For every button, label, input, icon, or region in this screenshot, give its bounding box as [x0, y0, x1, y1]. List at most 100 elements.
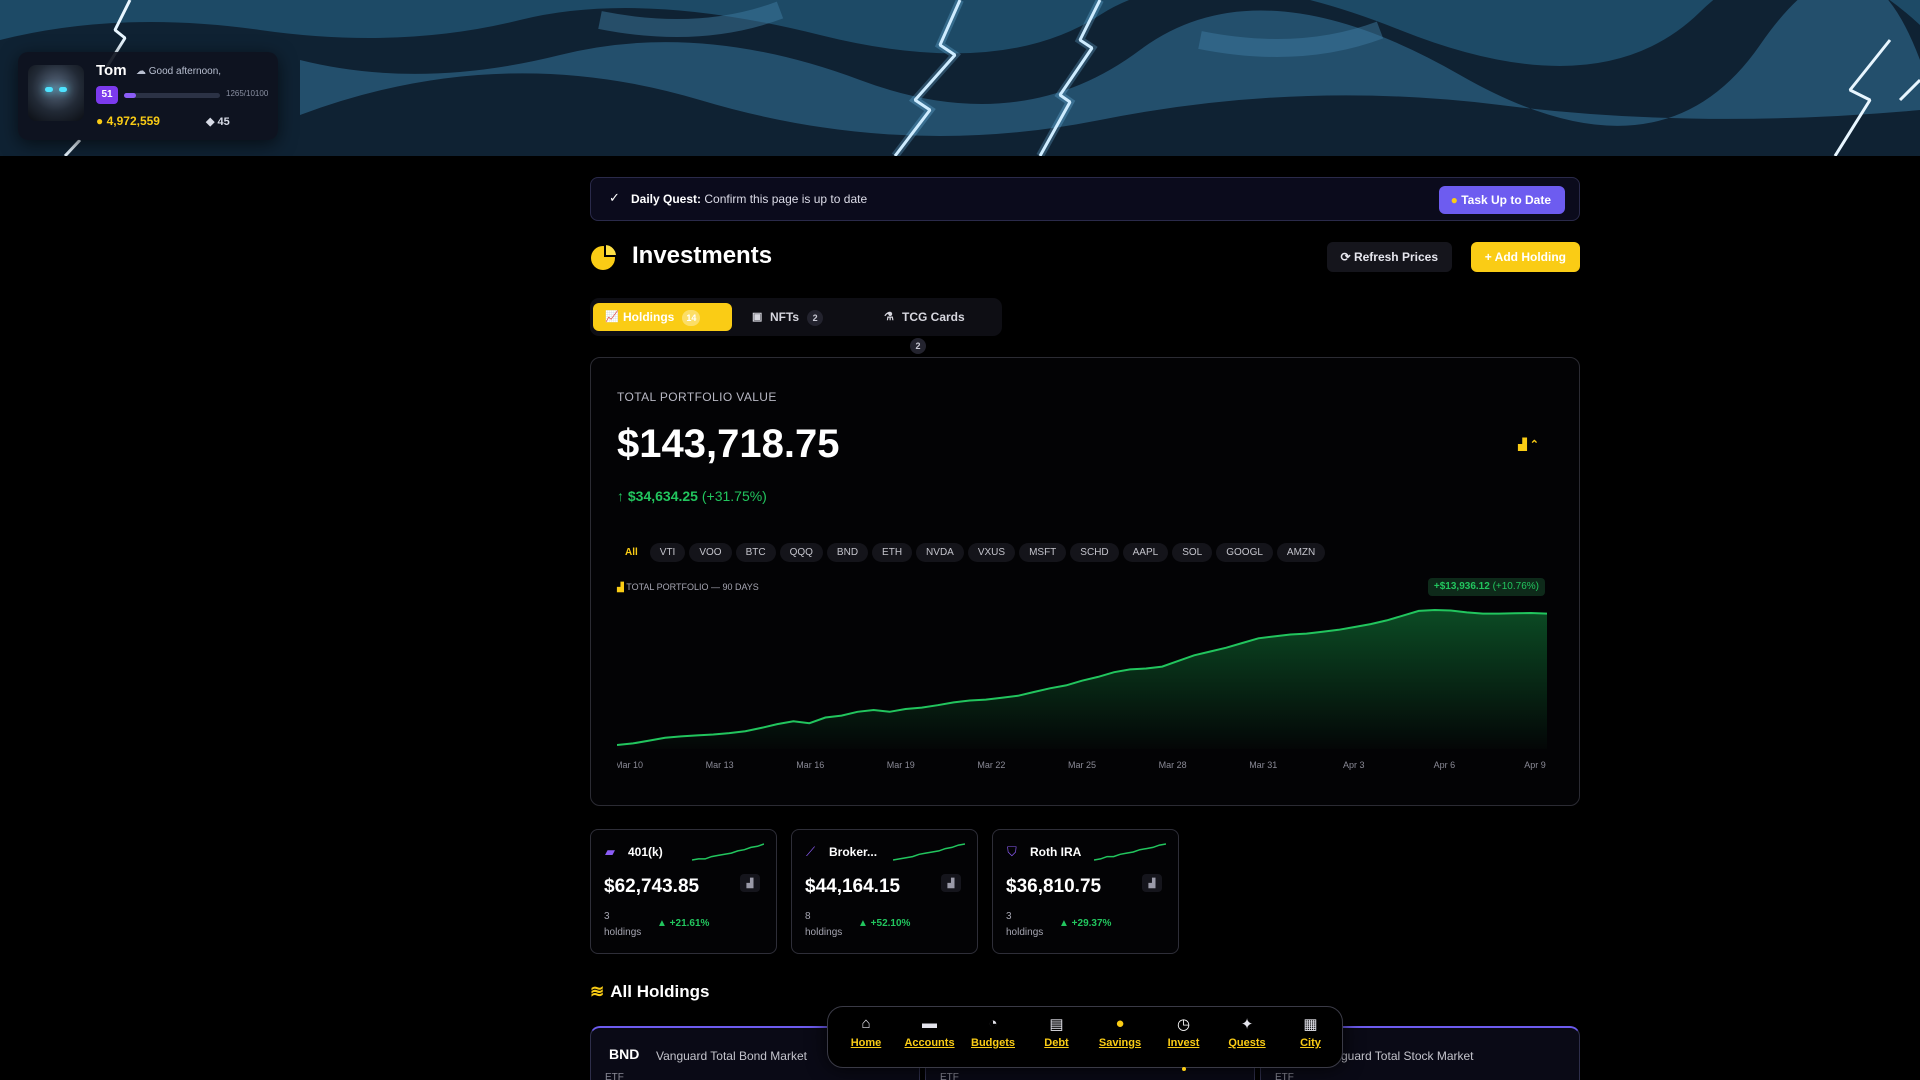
profile-greeting: ☁ Good afternoon, — [136, 66, 221, 77]
nav-item-savings[interactable]: ● Savings — [1090, 1015, 1150, 1049]
quest-text: Daily Quest: Confirm this page is up to … — [631, 192, 867, 206]
level-badge: 51 — [96, 86, 118, 104]
x-tick-label: Mar 28 — [1159, 760, 1187, 770]
filter-chip-schd[interactable]: SCHD — [1070, 543, 1119, 562]
briefcase-icon: ▰ — [605, 844, 615, 859]
profile-card[interactable]: Tom ☁ Good afternoon, 51 1265/10100 ● 4,… — [18, 52, 278, 140]
tab-count: 14 — [682, 310, 701, 326]
portfolio-card: TOTAL PORTFOLIO VALUE $143,718.75 ↑ $34,… — [590, 357, 1580, 806]
add-holding-button[interactable]: + Add Holding — [1470, 242, 1580, 272]
account-name: Roth IRA — [1030, 845, 1082, 859]
chart-line-icon: 📈 — [605, 311, 619, 323]
arrow-up-icon: ↑ — [617, 488, 624, 504]
shield-icon: ⛉ — [1007, 844, 1017, 859]
chart-icon: ▟ — [617, 582, 624, 592]
nav-item-home[interactable]: ⌂ Home — [836, 1015, 896, 1049]
holding-type: ETF — [940, 1072, 959, 1080]
filter-chip-bnd[interactable]: BND — [826, 543, 869, 562]
xp-text: 1265/10100 — [226, 89, 269, 98]
holding-ticker: BND — [609, 1046, 640, 1062]
tab-nfts[interactable]: ▣ NFTs 2 — [740, 303, 864, 331]
quest-label: Daily Quest: — [631, 192, 702, 206]
avatar[interactable] — [28, 65, 84, 121]
page-header: Investments ⟳ Refresh Prices + Add Holdi… — [590, 240, 1580, 274]
coin-balance: ● 4,972,559 — [96, 114, 160, 128]
x-tick-label: Apr 9 — [1524, 760, 1546, 770]
x-tick-label: Apr 3 — [1343, 760, 1365, 770]
gem-icon: ◆ — [206, 116, 215, 128]
tab-label: NFTs — [770, 310, 800, 324]
filter-chip-vti[interactable]: VTI — [649, 543, 686, 562]
refresh-prices-button[interactable]: ⟳ Refresh Prices — [1326, 242, 1452, 272]
tab-holdings[interactable]: 📈 Holdings 14 — [593, 303, 732, 331]
chart-icon[interactable]: ▟ — [1142, 874, 1162, 892]
chart-toggle-button[interactable]: ▟ ⌃ — [1518, 438, 1539, 451]
nav-item-debt[interactable]: ▤ Debt — [1027, 1015, 1087, 1049]
filter-chip-eth[interactable]: ETH — [872, 543, 913, 562]
gem-balance: ◆ 45 — [206, 115, 230, 128]
filter-chip-vxus[interactable]: VXUS — [967, 543, 1016, 562]
filter-chip-googl[interactable]: GOOGL — [1216, 543, 1273, 562]
task-up-to-date-button[interactable]: ● Task Up to Date — [1438, 186, 1565, 214]
nav-label: Quests — [1228, 1037, 1266, 1049]
pie-chart-icon — [591, 243, 618, 270]
account-value: $44,164.15 — [805, 876, 901, 897]
filter-chip-all[interactable]: All — [625, 547, 638, 558]
nav-item-city[interactable]: ▦ City — [1281, 1015, 1341, 1049]
tab-label: Holdings — [623, 310, 675, 324]
account-gain: ▲ +21.61% — [657, 918, 710, 929]
chart-change-badge: +$13,936.12 (+10.76%) — [1427, 578, 1545, 596]
account-holdings-count: 3 holdings — [604, 911, 642, 938]
nav-item-quests[interactable]: ✦ Quests — [1217, 1015, 1277, 1049]
hand-icon: ☁ — [136, 66, 146, 77]
xp-progress-fill — [124, 93, 136, 98]
filter-chip-qqq[interactable]: QQQ — [779, 543, 823, 562]
filter-chip-btc[interactable]: BTC — [735, 543, 776, 562]
chart-icon[interactable]: ▟ — [941, 874, 961, 892]
city-icon: ▦ — [1303, 1016, 1318, 1033]
sparkline-path — [1094, 843, 1166, 861]
nav-label: Savings — [1098, 1037, 1142, 1049]
x-tick-label: Mar 22 — [977, 760, 1005, 770]
account-card[interactable]: ⟋ Broker... $44,164.15 ▟ 8 holdings ▲ +52.10% — [791, 829, 978, 954]
sparkline-path — [893, 843, 965, 861]
coin-icon: ● — [96, 114, 104, 128]
account-card[interactable]: ⛉ Roth IRA $36,810.75 ▟ 3 holdings ▲ +29.37% — [992, 829, 1179, 954]
flask-icon: ⚗ — [884, 311, 894, 323]
nav-item-accounts[interactable]: ▬ Accounts — [900, 1015, 960, 1049]
account-value: $36,810.75 — [1006, 876, 1102, 897]
portfolio-change: ↑ $34,634.25 (+31.75%) — [617, 488, 767, 504]
tab-count: 2 — [910, 338, 926, 354]
filter-chip-nvda[interactable]: NVDA — [916, 543, 964, 562]
nav-item-budgets[interactable]: ◔ Budgets — [963, 1015, 1023, 1049]
nav-label: Home — [850, 1037, 882, 1049]
filter-chip-msft[interactable]: MSFT — [1019, 543, 1067, 562]
account-card[interactable]: ▰ 401(k) $62,743.85 ▟ 3 holdings ▲ +21.61% — [590, 829, 777, 954]
filter-chip-amzn[interactable]: AMZN — [1276, 543, 1326, 562]
avatar-eye — [59, 87, 67, 92]
account-holdings-count: 8 holdings — [805, 911, 843, 938]
x-tick-label: Mar 10 — [617, 760, 643, 770]
portfolio-label: TOTAL PORTFOLIO VALUE — [617, 390, 777, 404]
filter-chip-aapl[interactable]: AAPL — [1122, 543, 1169, 562]
tab-tcg-cards[interactable]: ⚗ TCG Cards 2 — [872, 303, 998, 354]
nav-label: City — [1300, 1037, 1321, 1049]
account-sparkline — [1094, 843, 1166, 861]
holding-name: Vanguard Total Bond Market — [656, 1049, 807, 1063]
chart-badge-amount: +$13,936.12 — [1433, 581, 1490, 592]
profile-name: Tom — [96, 62, 127, 79]
quests-icon: ✦ — [1240, 1016, 1254, 1033]
sparkline-path — [692, 843, 764, 861]
image-icon: ▣ — [752, 311, 763, 323]
account-gain: ▲ +52.10% — [858, 918, 911, 929]
filter-chip-voo[interactable]: VOO — [689, 543, 732, 562]
coin-amount: 4,972,559 — [106, 114, 160, 128]
piggy-bank-icon: ● — [1115, 1015, 1125, 1032]
account-name: Broker... — [829, 845, 878, 859]
filter-chip-sol[interactable]: SOL — [1172, 543, 1213, 562]
portfolio-area-chart[interactable]: Mar 10 Mar 13 Mar 16 Mar 19 Mar 22 Mar 25 Mar … — [617, 604, 1547, 774]
nav-item-invest[interactable]: ◷ Invest — [1154, 1015, 1214, 1071]
chart-icon[interactable]: ▟ — [740, 874, 760, 892]
nav-label: Invest — [1167, 1037, 1200, 1049]
chart-badge-percent: (+10.76%) — [1492, 581, 1539, 592]
